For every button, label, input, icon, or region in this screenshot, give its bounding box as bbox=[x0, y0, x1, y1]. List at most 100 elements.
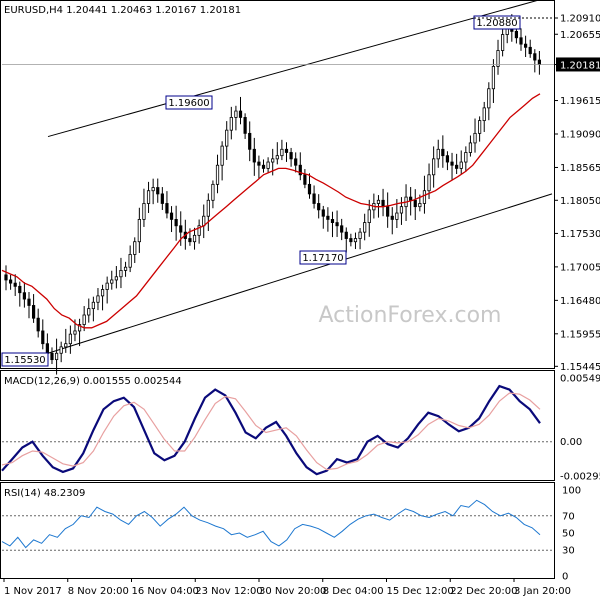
candle-body bbox=[100, 289, 105, 297]
candle-body bbox=[445, 155, 450, 163]
candle-body bbox=[229, 117, 233, 131]
candle-body bbox=[519, 37, 523, 45]
candle-body bbox=[137, 219, 141, 243]
candle-body bbox=[142, 203, 146, 220]
rsi-panel-title: RSI(14) 48.2309 bbox=[4, 488, 85, 499]
price-tick-label: 1.17530 bbox=[560, 229, 600, 240]
macd-tick-label: 0.00 bbox=[560, 437, 582, 448]
candle-body bbox=[312, 193, 316, 204]
candle-body bbox=[243, 117, 247, 134]
x-tick-label: 15 Dec 12:00 bbox=[387, 586, 454, 597]
x-tick-label: 1 Nov 2017 bbox=[4, 586, 62, 597]
price-tick-label: 1.15445 bbox=[560, 362, 600, 373]
candle-body bbox=[432, 158, 436, 176]
candle-body bbox=[160, 193, 164, 204]
candle-body bbox=[363, 222, 367, 233]
candle-body bbox=[4, 274, 8, 281]
annotation-label: 1.19600 bbox=[168, 98, 209, 109]
candle-body bbox=[22, 292, 26, 300]
candle-body bbox=[133, 241, 137, 255]
candle-body bbox=[422, 190, 427, 204]
candle-body bbox=[524, 43, 528, 48]
candle-body bbox=[91, 301, 95, 310]
channel-lower-line bbox=[47, 193, 553, 354]
price-panel-frame bbox=[0, 0, 555, 369]
candle-body bbox=[418, 203, 422, 208]
annotation-box bbox=[299, 250, 347, 265]
watermark: ActionForex.com bbox=[319, 303, 502, 328]
candle-body bbox=[441, 148, 445, 157]
annotation-label: 1.20880 bbox=[476, 18, 517, 29]
candle-body bbox=[87, 308, 91, 316]
candle-body bbox=[501, 34, 505, 51]
candle-body bbox=[64, 343, 68, 348]
macd-tick-label: 0.005497 bbox=[560, 374, 600, 385]
candle-body bbox=[464, 152, 468, 163]
candle-body bbox=[358, 231, 362, 239]
candle-body bbox=[455, 164, 459, 169]
annotation-box bbox=[1, 352, 49, 367]
candle-body bbox=[156, 187, 160, 195]
candle-body bbox=[13, 282, 17, 287]
candle-body bbox=[215, 164, 220, 185]
candle-body bbox=[349, 238, 353, 243]
price-tick-label: 1.18565 bbox=[560, 163, 600, 174]
candle-body bbox=[390, 215, 394, 220]
candle-body bbox=[335, 222, 339, 227]
candle-body bbox=[73, 330, 77, 335]
price-channel bbox=[47, 0, 553, 354]
candle-body bbox=[321, 209, 325, 217]
candle-body bbox=[248, 132, 252, 150]
candle-body bbox=[344, 231, 348, 239]
candle-body bbox=[482, 107, 486, 122]
candle-body bbox=[367, 209, 371, 223]
candle-body bbox=[261, 164, 266, 169]
rsi-tick-label: 50 bbox=[562, 529, 575, 540]
macd-signal-line bbox=[1, 392, 541, 471]
rsi-line bbox=[1, 499, 541, 549]
price-tick-label: 1.18050 bbox=[560, 196, 600, 207]
candle-body bbox=[8, 279, 13, 284]
candle-body bbox=[50, 352, 54, 361]
x-tick-label: 23 Nov 12:00 bbox=[195, 586, 262, 597]
rsi-line-group bbox=[1, 499, 541, 549]
candle-body bbox=[478, 120, 482, 134]
candle-body bbox=[528, 46, 532, 55]
candle-body bbox=[238, 110, 243, 118]
candle-body bbox=[96, 295, 100, 303]
candle-body bbox=[174, 219, 178, 227]
moving-average-group bbox=[1, 93, 541, 329]
candle-body bbox=[54, 352, 59, 361]
candle-body bbox=[298, 164, 302, 176]
current-price-badge bbox=[556, 57, 600, 72]
candle-body bbox=[280, 148, 284, 157]
x-tick-label: 16 Nov 04:00 bbox=[132, 586, 199, 597]
candle-body bbox=[169, 212, 174, 220]
candle-body bbox=[450, 161, 454, 166]
candle-body bbox=[165, 203, 169, 214]
candle-body bbox=[514, 30, 519, 39]
macd-panel-title: MACD(12,26,9) 0.001555 0.002544 bbox=[4, 376, 182, 387]
candle-body bbox=[82, 314, 86, 325]
price-tick-label: 1.20910 bbox=[560, 14, 600, 25]
macd-tick-label: -0.002955 bbox=[560, 472, 600, 483]
candle-body bbox=[326, 215, 330, 220]
candle-body bbox=[123, 266, 128, 271]
price-candles bbox=[4, 14, 542, 375]
candle-body bbox=[206, 199, 210, 217]
candle-body bbox=[59, 346, 63, 354]
candle-body bbox=[36, 317, 40, 332]
candle-body bbox=[45, 343, 49, 354]
candle-body bbox=[211, 183, 215, 201]
candle-body bbox=[27, 298, 31, 306]
candle-body bbox=[284, 148, 289, 153]
candle-body bbox=[340, 225, 344, 233]
candle-body bbox=[395, 212, 399, 220]
candle-body bbox=[289, 152, 293, 160]
candle-body bbox=[491, 66, 496, 90]
candle-body bbox=[188, 238, 192, 243]
candle-body bbox=[77, 324, 82, 332]
candle-body bbox=[381, 199, 385, 208]
